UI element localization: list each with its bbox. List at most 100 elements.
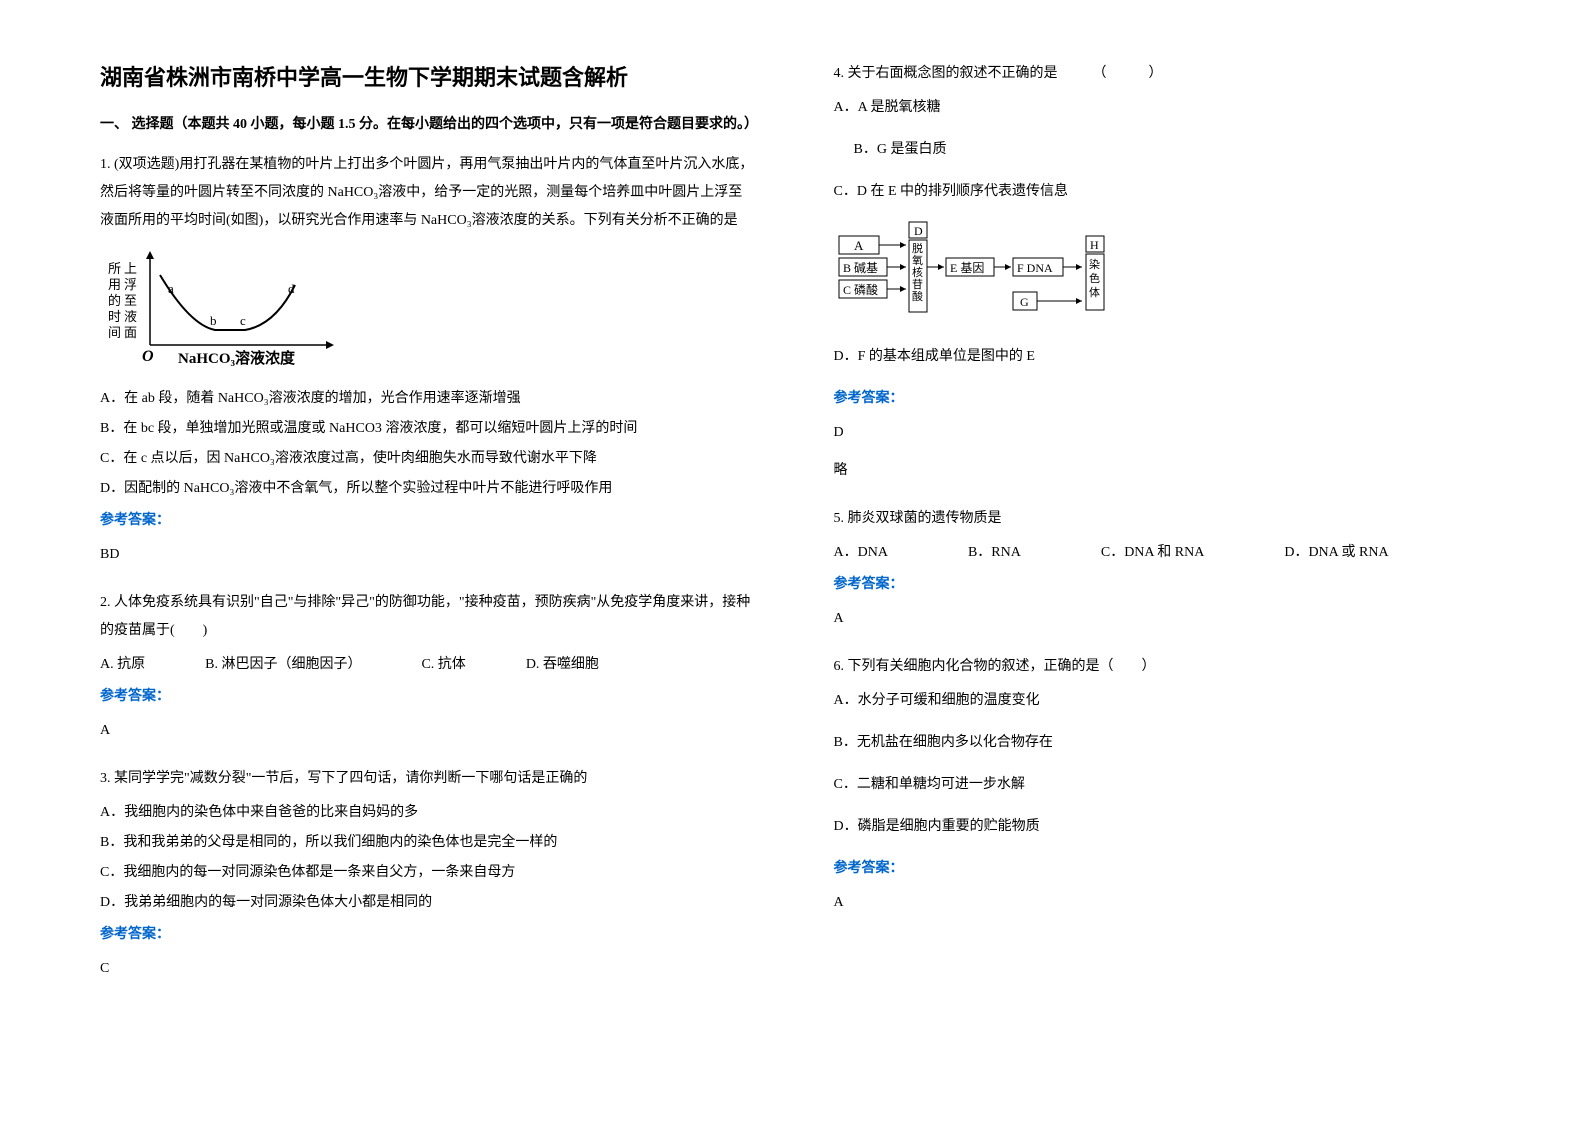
verth-2: 色 [1089,271,1100,285]
chart-ylabel-4: 时 [108,309,121,324]
vert-2: 氧 [912,253,923,267]
q1-optB: B．在 bc 段，单独增加光照或温度或 NaHCO3 溶液浓度，都可以缩短叶圆片… [100,415,754,443]
q1-optC: C．在 c 点以后，因 NaHCO₃溶液浓度过高，使叶肉细胞失水而导致代谢水平下… [100,445,754,473]
box-f-text: F DNA [1017,261,1053,275]
verth-3: 体 [1089,285,1100,299]
arrow-ef-head [1005,264,1011,270]
q5-optC: C．DNA 和 RNA [1101,539,1204,567]
q4-diagram-svg: A B 碱基 C 磷酸 D 脱 氧 [834,220,1174,320]
q5-text: 5. 肺炎双球菌的遗传物质是 [834,505,1488,533]
chart-ylabel-1: 所 [108,261,121,276]
q5-optB: B．RNA [968,539,1021,567]
q6-optC: C．二糖和单糖均可进一步水解 [834,771,1488,799]
q1-optD: D．因配制的 NaHCO₃溶液中不含氧气，所以整个实验过程中叶片不能进行呼吸作用 [100,475,754,503]
chart-ylabel2-3: 至 [124,293,137,308]
chart-xlabel: NaHCO₃溶液浓度 [178,349,296,367]
point-d: d [288,281,295,296]
q3-optC: C．我细胞内的每一对同源染色体都是一条来自父方，一条来自母方 [100,859,754,887]
section-header: 一、 选择题（本题共 40 小题，每小题 1.5 分。在每小题给出的四个选项中，… [100,112,754,137]
q6-optB: B．无机盐在细胞内多以化合物存在 [834,729,1488,757]
box-c-text: C 磷酸 [843,282,878,297]
chart-ylabel-3: 的 [108,293,121,308]
q6-answer-label: 参考答案： [834,855,1488,883]
q4-note: 略 [834,457,1488,485]
origin-label: O [142,348,154,365]
q6-answer: A [834,889,1488,917]
question-6: 6. 下列有关细胞内化合物的叙述，正确的是（ ） A．水分子可缓和细胞的温度变化… [834,653,1488,927]
q4-optD: D．F 的基本组成单位是图中的 E [834,343,1488,371]
q2-optD: D. 吞噬细胞 [526,651,599,679]
chart-ylabel2-2: 浮 [124,277,137,292]
point-a: a [168,281,174,296]
arrow-de-head [938,264,944,270]
q3-text: 3. 某同学学完"减数分裂"一节后，写下了四句话，请你判断一下哪句话是正确的 [100,765,754,793]
q1-options: A．在 ab 段，随着 NaHCO₃溶液浓度的增加，光合作用速率逐渐增强 B．在… [100,385,754,503]
q2-text: 2. 人体免疫系统具有识别"自己"与排除"异己"的防御功能，"接种疫苗，预防疾病… [100,589,754,645]
question-2: 2. 人体免疫系统具有识别"自己"与排除"异己"的防御功能，"接种疫苗，预防疾病… [100,589,754,755]
q5-optA: A．DNA [834,539,888,567]
verth-1: 染 [1089,257,1100,271]
box-e-text: E 基因 [950,261,984,275]
arrow-c-head [900,286,906,292]
arrow-b-head [900,264,906,270]
chart-ylabel-2: 用 [108,277,121,292]
q6-optA: A．水分子可缓和细胞的温度变化 [834,687,1488,715]
question-3: 3. 某同学学完"减数分裂"一节后，写下了四句话，请你判断一下哪句话是正确的 A… [100,765,754,993]
q5-options: A．DNA B．RNA C．DNA 和 RNA D．DNA 或 RNA [834,539,1488,567]
q4-optC: C．D 在 E 中的排列顺序代表遗传信息 [834,178,1488,206]
q6-optD: D．磷脂是细胞内重要的贮能物质 [834,813,1488,841]
q4-diagram: A B 碱基 C 磷酸 D 脱 氧 [834,220,1488,331]
vert-3: 核 [912,265,923,279]
q3-options: A．我细胞内的染色体中来自爸爸的比来自妈妈的多 B．我和我弟弟的父母是相同的，所… [100,799,754,917]
chart-ylabel2-4: 液 [124,309,137,324]
box-b-text: B 碱基 [843,261,878,275]
point-c: c [240,313,246,328]
vert-1: 脱 [912,241,923,255]
q2-answer-label: 参考答案： [100,683,754,711]
q2-optB: B. 淋巴因子（细胞因子） [205,651,361,679]
q2-optC: C. 抗体 [421,651,465,679]
q1-answer: BD [100,541,754,569]
q3-optD: D．我弟弟细胞内的每一对同源染色体大小都是相同的 [100,889,754,917]
box-h-text: H [1090,238,1099,252]
q4-answer: D [834,419,1488,447]
box-a-text: A [854,238,864,253]
q2-answer: A [100,717,754,745]
q3-answer-label: 参考答案： [100,921,754,949]
q5-answer-label: 参考答案： [834,571,1488,599]
question-4: 4. 关于右面概念图的叙述不正确的是 （ ） A．A 是脱氧核糖 B．G 是蛋白… [834,60,1488,495]
chart-ylabel-5: 间 [108,325,121,340]
q4-optA: A．A 是脱氧核糖 [834,94,1488,122]
q4-answer-label: 参考答案： [834,385,1488,413]
box-d-text: D [914,224,923,238]
arrow-fh-head [1076,264,1082,270]
q1-answer-label: 参考答案： [100,507,754,535]
chart-ylabel2-1: 上 [124,261,137,276]
question-1: 1. (双项选题)用打孔器在某植物的叶片上打出多个叶圆片，再用气泵抽出叶片内的气… [100,151,754,579]
question-5: 5. 肺炎双球菌的遗传物质是 A．DNA B．RNA C．DNA 和 RNA D… [834,505,1488,643]
arrow-a-head [900,242,906,248]
q1-chart-svg: 所 用 的 时 间 上 浮 至 液 面 a b c [100,245,360,375]
q4-optB: B．G 是蛋白质 [834,136,1488,164]
y-axis-arrow [146,251,154,259]
q2-options: A. 抗原 B. 淋巴因子（细胞因子） C. 抗体 D. 吞噬细胞 [100,651,754,679]
q2-optA: A. 抗原 [100,651,145,679]
q6-text: 6. 下列有关细胞内化合物的叙述，正确的是（ ） [834,653,1488,681]
q4-options: A．A 是脱氧核糖 B．G 是蛋白质 C．D 在 E 中的排列顺序代表遗传信息 [834,94,1488,206]
vert-5: 酸 [912,289,923,303]
document-title: 湖南省株洲市南桥中学高一生物下学期期末试题含解析 [100,60,754,92]
q4-options-cont: D．F 的基本组成单位是图中的 E [834,343,1488,371]
point-b: b [210,313,217,328]
vert-4: 苷 [912,277,923,291]
q3-answer: C [100,955,754,983]
q1-text: 1. (双项选题)用打孔器在某植物的叶片上打出多个叶圆片，再用气泵抽出叶片内的气… [100,151,754,235]
right-column: 4. 关于右面概念图的叙述不正确的是 （ ） A．A 是脱氧核糖 B．G 是蛋白… [834,60,1488,1062]
arrow-gh-head [1076,298,1082,304]
q1-optA: A．在 ab 段，随着 NaHCO₃溶液浓度的增加，光合作用速率逐渐增强 [100,385,754,413]
q4-text: 4. 关于右面概念图的叙述不正确的是 （ ） [834,60,1488,88]
left-column: 湖南省株洲市南桥中学高一生物下学期期末试题含解析 一、 选择题（本题共 40 小… [100,60,754,1062]
q3-optB: B．我和我弟弟的父母是相同的，所以我们细胞内的染色体也是完全一样的 [100,829,754,857]
q5-answer: A [834,605,1488,633]
x-axis-arrow [326,341,334,349]
q3-optA: A．我细胞内的染色体中来自爸爸的比来自妈妈的多 [100,799,754,827]
